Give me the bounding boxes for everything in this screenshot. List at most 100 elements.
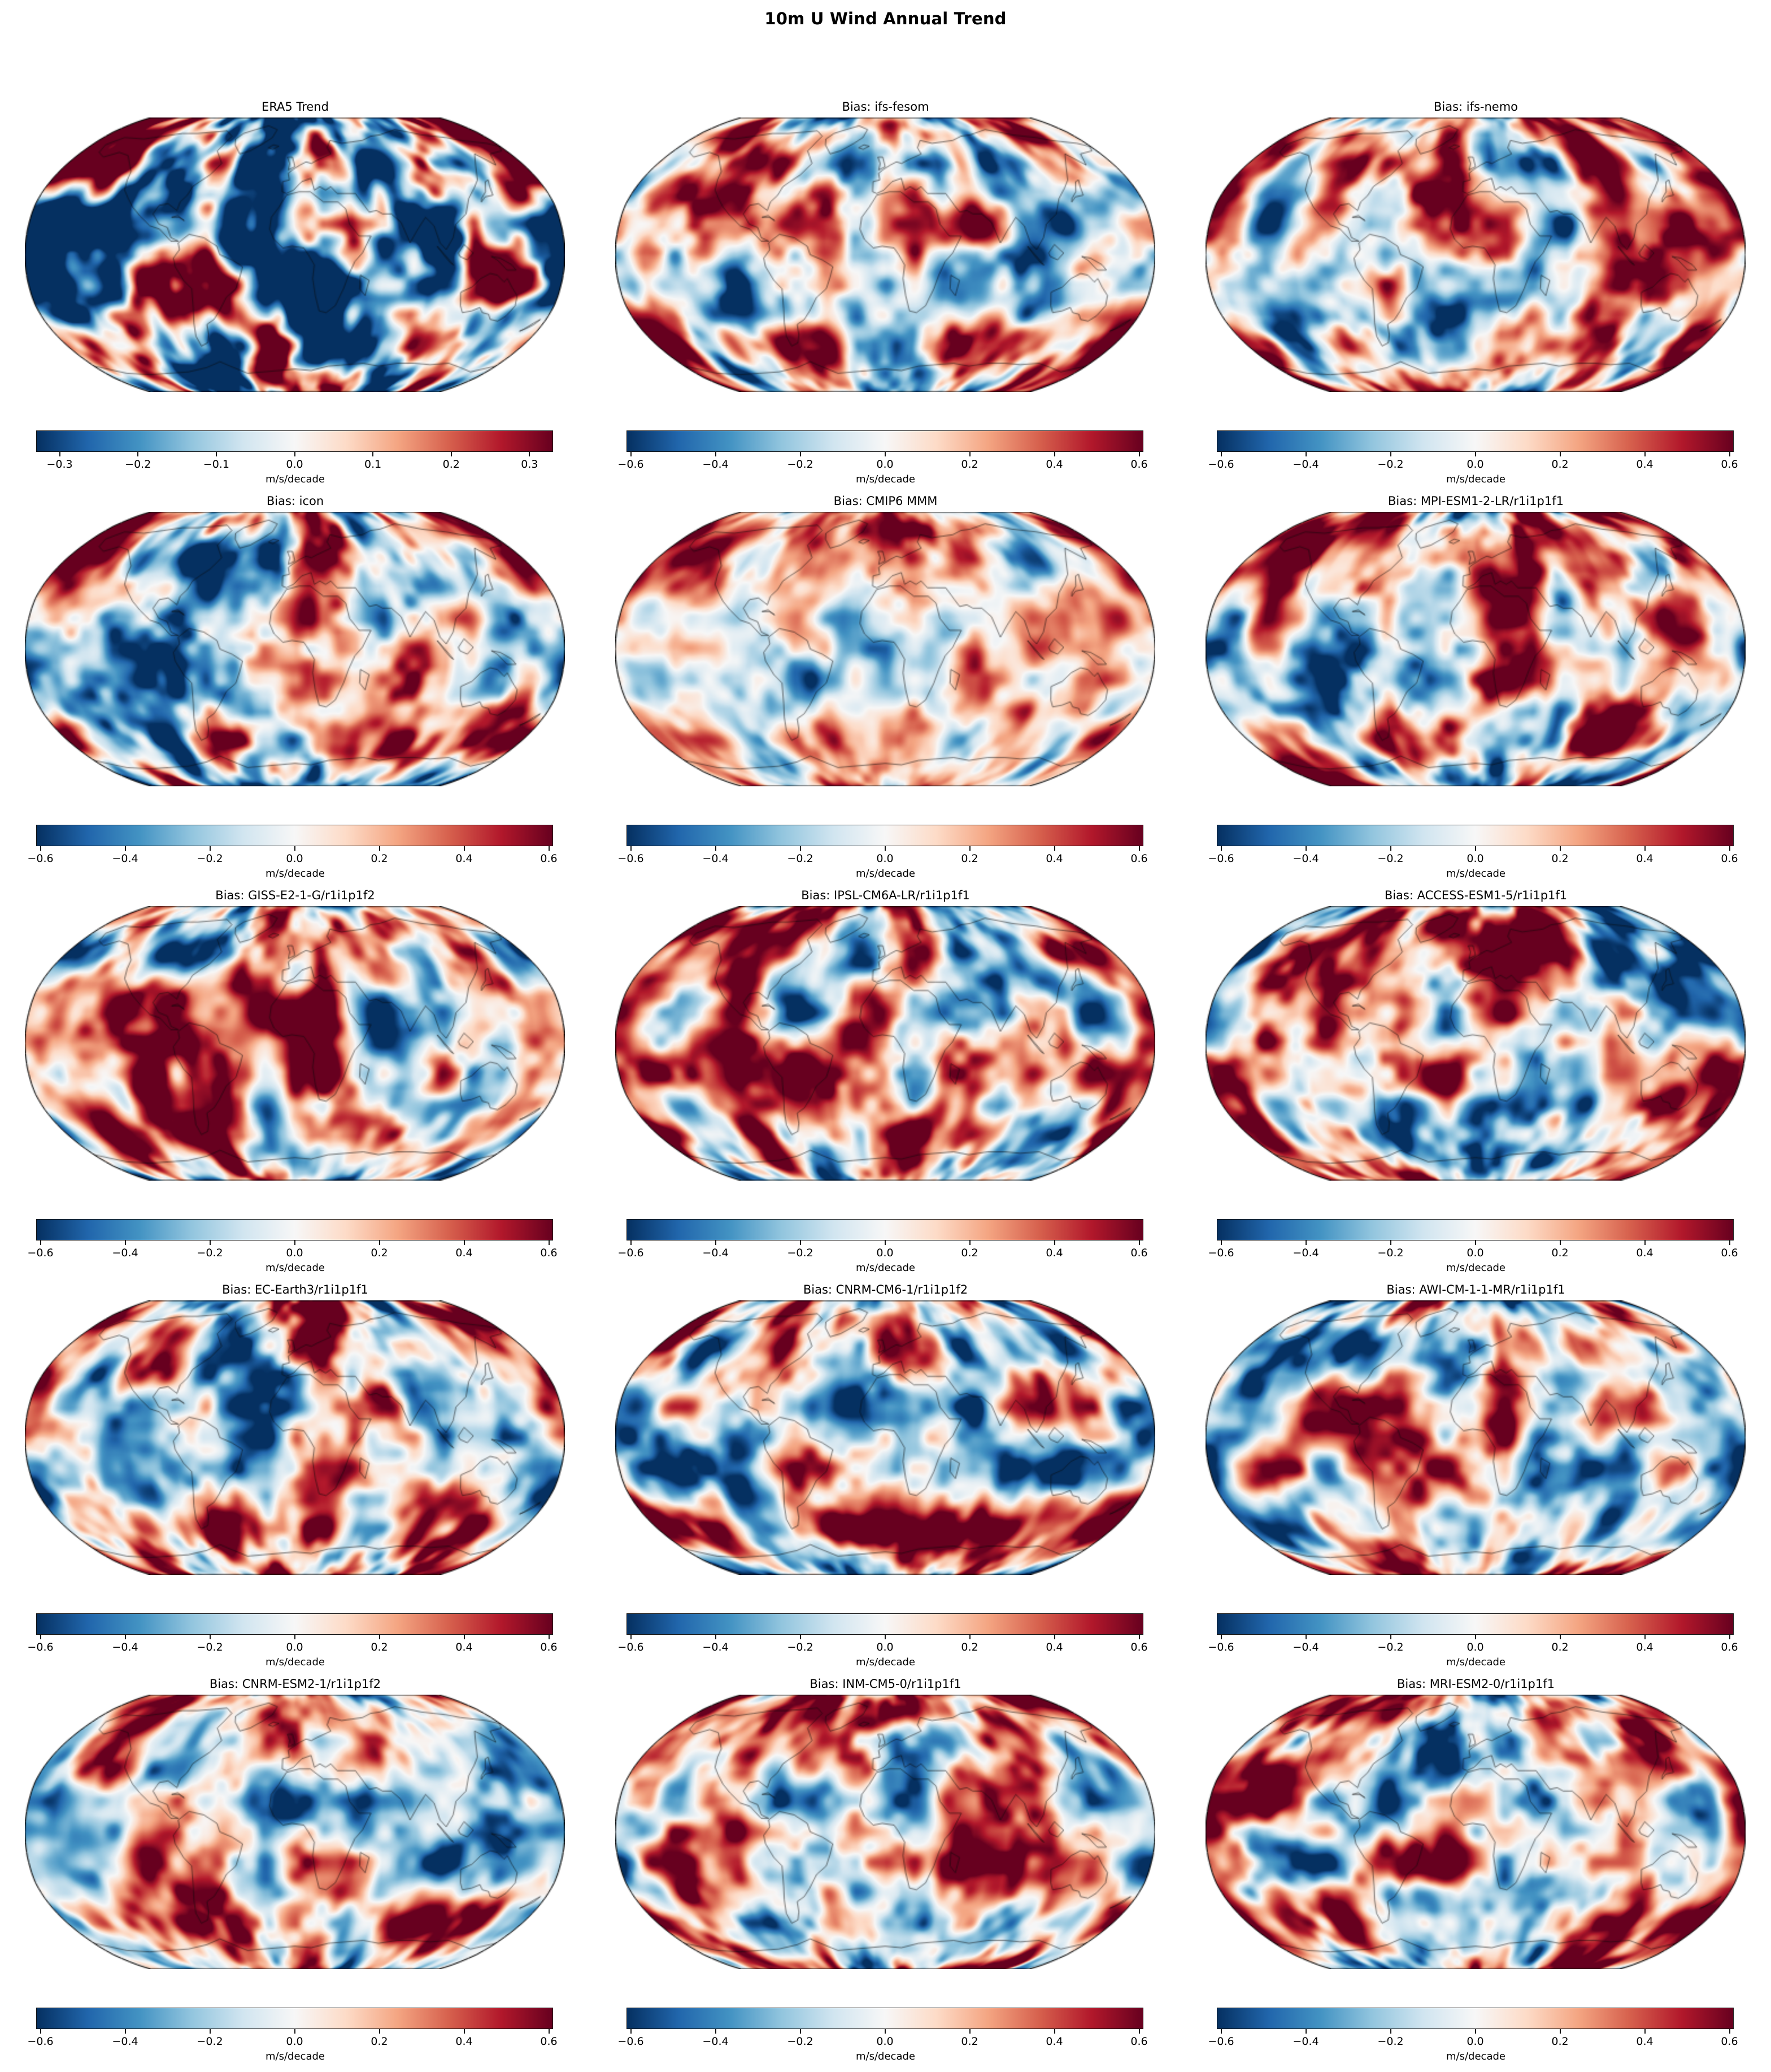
- colorbar-tick-label: 0.0: [876, 852, 894, 865]
- colorbar-tick: [137, 452, 139, 456]
- colorbar-unit-label: m/s/decade: [1446, 2051, 1505, 2062]
- colorbar-tick-label: −0.2: [197, 1641, 223, 1653]
- colorbar-tick: [463, 2029, 465, 2034]
- colorbar-tick: [294, 452, 295, 456]
- colorbar-tick-label: 0.0: [876, 458, 894, 471]
- colorbar-tick-label: −0.6: [617, 1641, 644, 1653]
- colorbar-tick: [1474, 452, 1476, 456]
- map-panel: Bias: MPI-ESM1-2-LR/r1i1p1f1 m/s/decade …: [1181, 490, 1771, 885]
- panel-title: Bias: CMIP6 MMM: [833, 494, 938, 508]
- colorbar-tick: [40, 1240, 41, 1245]
- colorbar-tick-label: −0.6: [27, 1641, 54, 1653]
- colorbar-tick-label: −0.6: [617, 1247, 644, 1259]
- colorbar-tick-label: 0.6: [1721, 1641, 1738, 1653]
- colorbar-tick-label: 0.6: [1130, 2035, 1148, 2048]
- colorbar-tick: [1054, 1635, 1055, 1639]
- colorbar-tick: [799, 1240, 801, 1245]
- colorbar-tick: [969, 452, 971, 456]
- colorbar-unit-label: m/s/decade: [856, 2051, 915, 2062]
- colorbar-tick-label: 0.6: [1130, 1247, 1148, 1259]
- panel-title: Bias: CNRM-CM6-1/r1i1p1f2: [803, 1283, 968, 1296]
- colorbar-tick-label: 0.0: [286, 1247, 303, 1259]
- colorbar-gradient: [1217, 825, 1734, 846]
- panel-title: Bias: ifs-fesom: [842, 100, 929, 114]
- colorbar-unit-label: m/s/decade: [1446, 1262, 1505, 1274]
- colorbar-tick-label: −0.6: [617, 458, 644, 471]
- colorbar-tick-label: 0.0: [876, 1641, 894, 1653]
- colorbar-tick-label: 0.2: [371, 1641, 388, 1653]
- colorbar-gradient: [36, 1219, 553, 1240]
- colorbar-tick-label: −0.6: [27, 1247, 54, 1259]
- colorbar-tick-label: −0.4: [112, 1247, 138, 1259]
- colorbar-tick-label: −0.4: [702, 852, 729, 865]
- colorbar-tick: [630, 1240, 632, 1245]
- colorbar-tick-label: −0.2: [787, 1247, 813, 1259]
- colorbar-tick: [1474, 2029, 1476, 2034]
- colorbar-unit-label: m/s/decade: [266, 1262, 325, 1274]
- colorbar-tick-label: 0.0: [1467, 1641, 1484, 1653]
- colorbar-tick: [630, 2029, 632, 2034]
- colorbar-unit-label: m/s/decade: [1446, 868, 1505, 880]
- colorbar-gradient: [1217, 1613, 1734, 1635]
- colorbar-tick-label: −0.2: [787, 2035, 813, 2048]
- colorbar-tick: [1474, 1635, 1476, 1639]
- colorbar-gradient: [626, 2008, 1143, 2029]
- panel-title: Bias: ifs-nemo: [1433, 100, 1518, 114]
- colorbar-unit-label: m/s/decade: [266, 473, 325, 485]
- colorbar-unit-label: m/s/decade: [856, 1262, 915, 1274]
- colorbar-tick-label: 0.0: [1467, 1247, 1484, 1259]
- colorbar-tick: [209, 1240, 211, 1245]
- colorbar-unit-label: m/s/decade: [856, 868, 915, 880]
- colorbar-tick-label: −0.4: [1293, 2035, 1319, 2048]
- colorbar-tick: [1559, 1240, 1561, 1245]
- colorbar-tick: [372, 452, 374, 456]
- map-panel: Bias: CNRM-CM6-1/r1i1p1f2 m/s/decade −0.…: [590, 1279, 1181, 1673]
- map-panel: Bias: ifs-nemo m/s/decade −0.6 −0.4 −0.2 0.…: [1181, 96, 1771, 490]
- colorbar-tick-label: 0.6: [1721, 2035, 1738, 2048]
- colorbar-tick: [884, 1240, 886, 1245]
- colorbar-tick: [378, 846, 380, 851]
- colorbar-tick-label: 0.2: [961, 1641, 978, 1653]
- colorbar-tick: [124, 1635, 126, 1639]
- colorbar-tick-label: −0.4: [1293, 1247, 1319, 1259]
- colorbar-tick-label: 0.4: [455, 2035, 473, 2048]
- colorbar-tick: [715, 2029, 716, 2034]
- colorbar-tick-label: −0.6: [1208, 2035, 1234, 2048]
- colorbar-tick-label: −0.2: [1377, 2035, 1404, 2048]
- map-panel: Bias: GISS-E2-1-G/r1i1p1f2 m/s/decade −0…: [0, 885, 590, 1279]
- colorbar-tick: [209, 1635, 211, 1639]
- colorbar-tick-label: 0.4: [1636, 1641, 1653, 1653]
- colorbar-tick: [1644, 846, 1646, 851]
- colorbar-tick-label: −0.6: [27, 852, 54, 865]
- panel-title: Bias: INM-CM5-0/r1i1p1f1: [810, 1677, 961, 1691]
- colorbar-tick-label: −0.6: [1208, 458, 1234, 471]
- panel-title: Bias: EC-Earth3/r1i1p1f1: [222, 1283, 368, 1296]
- colorbar-tick: [294, 2029, 295, 2034]
- map-canvas: [1206, 512, 1746, 786]
- map-panel: Bias: AWI-CM-1-1-MR/r1i1p1f1 m/s/decade …: [1181, 1279, 1771, 1673]
- map-canvas: [25, 1300, 565, 1575]
- colorbar-tick-label: 0.0: [286, 2035, 303, 2048]
- colorbar-tick: [1729, 846, 1730, 851]
- colorbar-tick: [715, 452, 716, 456]
- colorbar-tick: [630, 846, 632, 851]
- colorbar-tick: [294, 846, 295, 851]
- colorbar-tick: [715, 1240, 716, 1245]
- colorbar-tick: [1729, 1635, 1730, 1639]
- colorbar-tick: [1138, 452, 1140, 456]
- map-canvas: [25, 512, 565, 786]
- colorbar-tick-label: 0.4: [1046, 458, 1063, 471]
- colorbar-tick-label: 0.3: [521, 458, 538, 471]
- map-panel: ERA5 Trend m/s/decade −0.3 −0.2 −0.1 0.0 0.1…: [0, 96, 590, 490]
- colorbar-gradient: [626, 430, 1143, 452]
- colorbar-tick-label: 0.2: [371, 2035, 388, 2048]
- colorbar-tick-label: −0.6: [1208, 852, 1234, 865]
- colorbar-tick-label: 0.6: [1721, 852, 1738, 865]
- colorbar-tick-label: −0.2: [787, 1641, 813, 1653]
- panel-title: Bias: AWI-CM-1-1-MR/r1i1p1f1: [1386, 1283, 1565, 1296]
- colorbar-tick-label: 0.6: [540, 1247, 558, 1259]
- panel-title: Bias: CNRM-ESM2-1/r1i1p1f2: [209, 1677, 381, 1691]
- colorbar-unit-label: m/s/decade: [266, 1656, 325, 1668]
- colorbar-gradient: [36, 1613, 553, 1635]
- panel-title: Bias: ACCESS-ESM1-5/r1i1p1f1: [1384, 889, 1568, 902]
